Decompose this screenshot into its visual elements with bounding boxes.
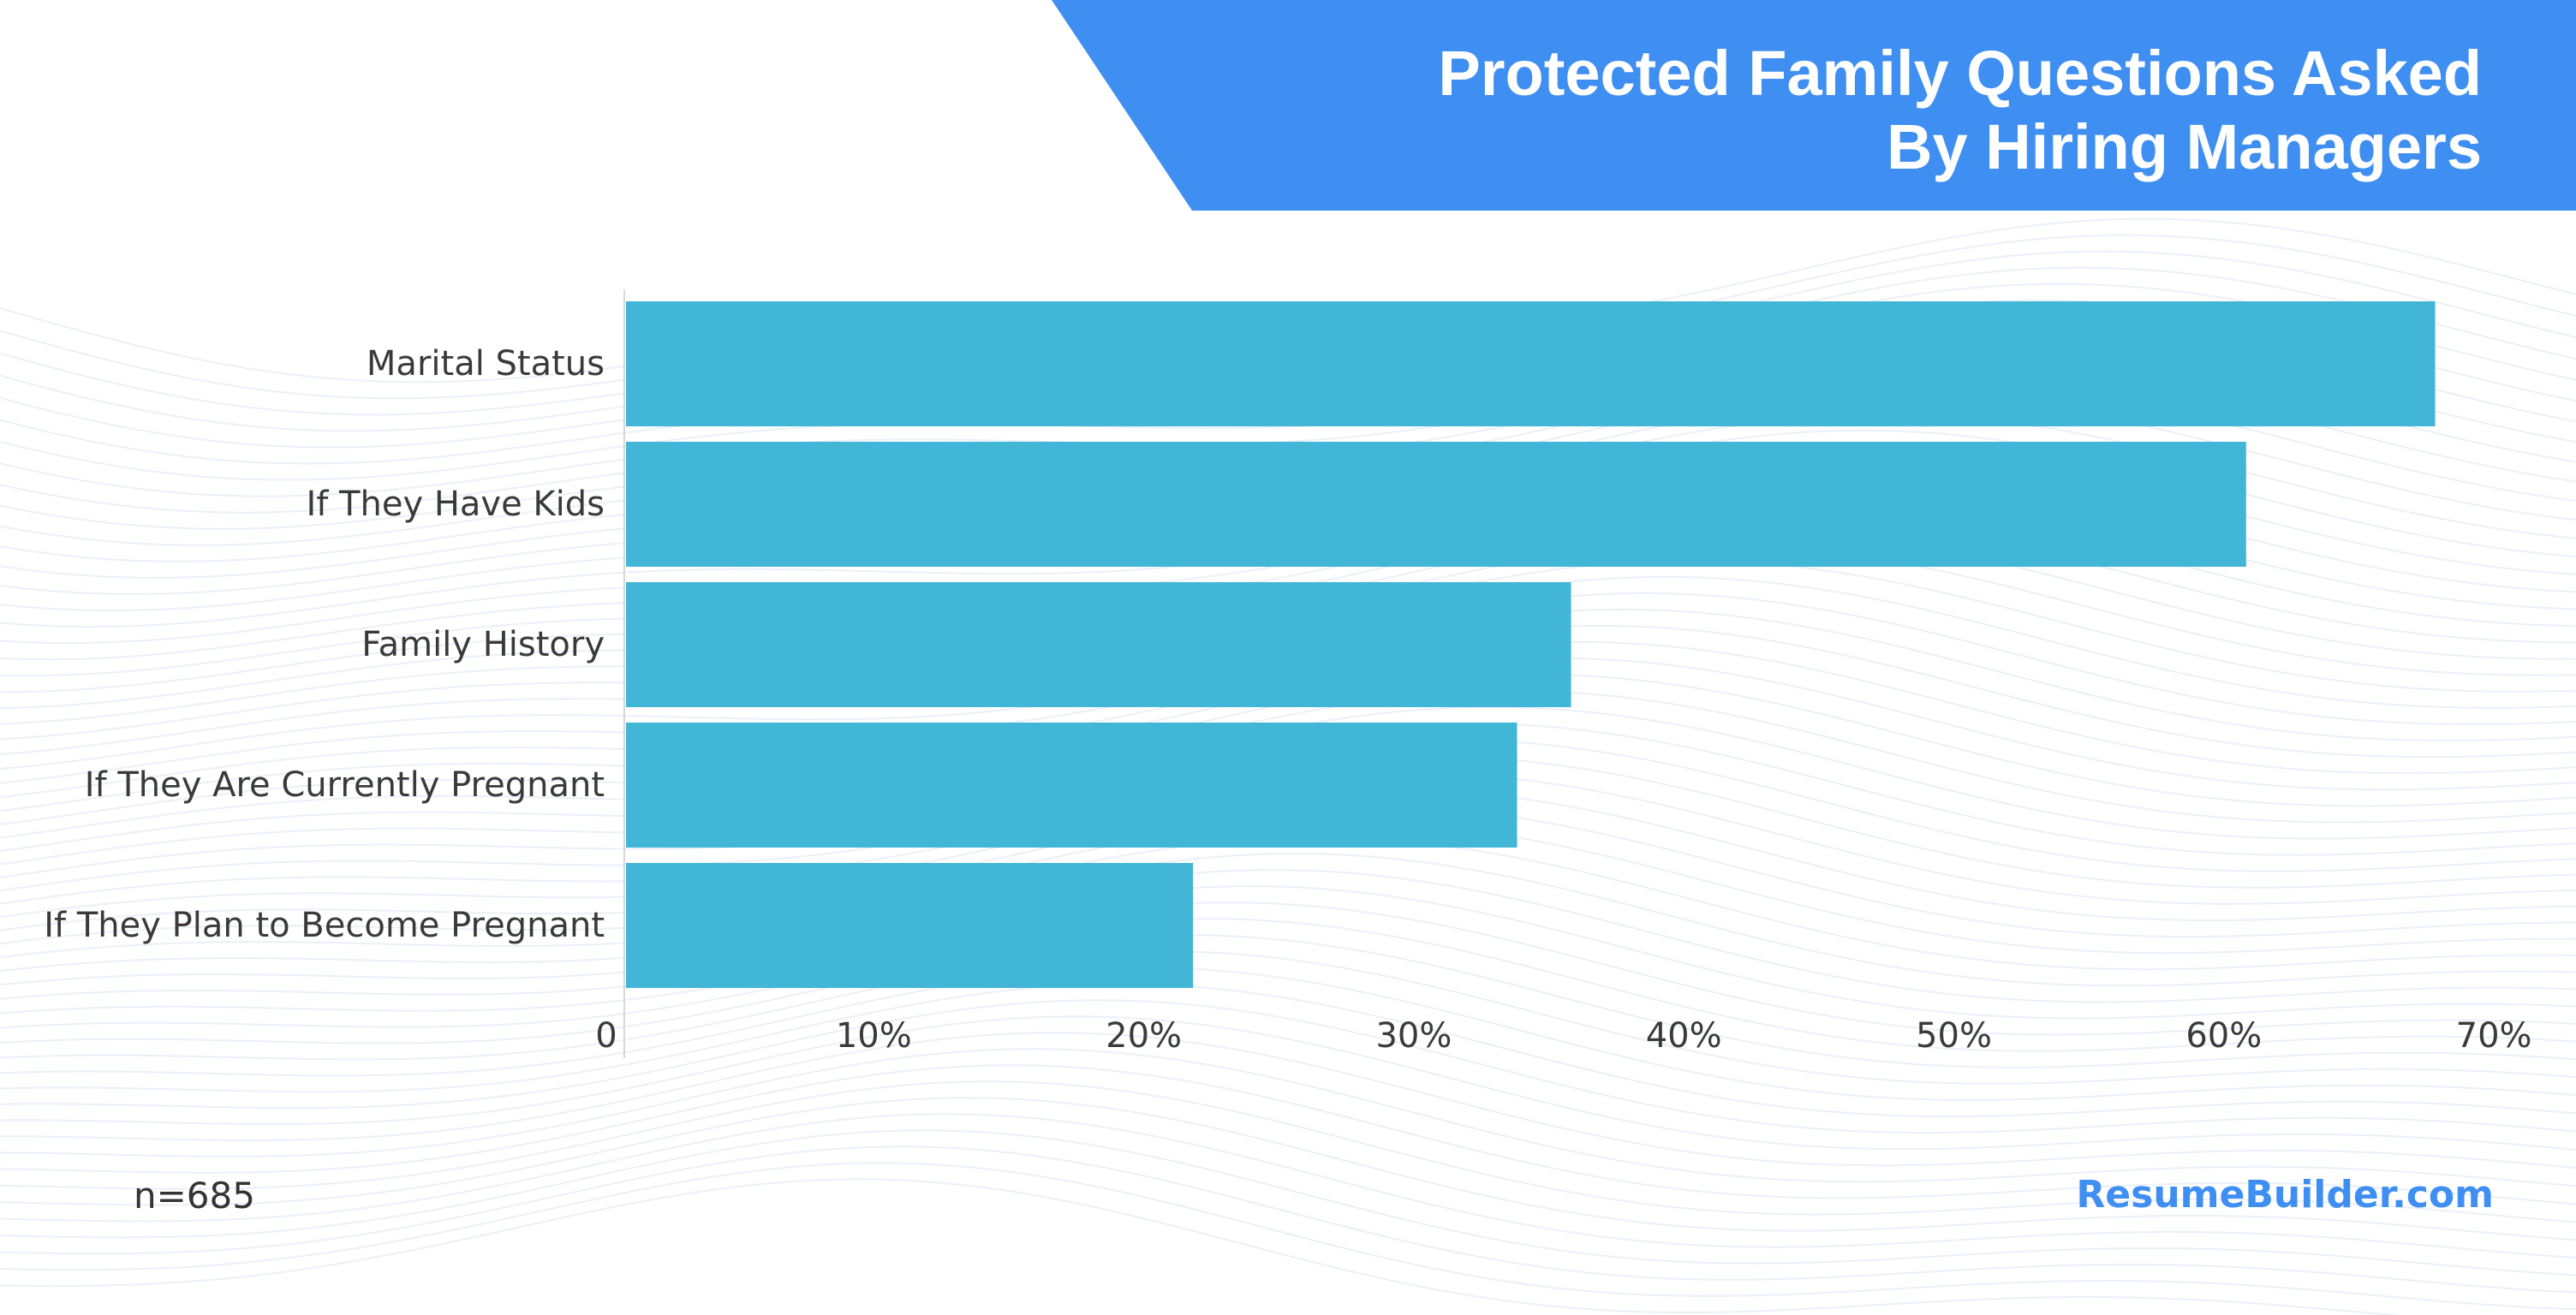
chart-title-line-1: Protected Family Questions Asked: [1438, 38, 2482, 109]
x-tick-label: 50%: [1916, 1016, 1992, 1056]
category-label: If They Have Kids: [306, 485, 605, 524]
x-tick-label: 20%: [1106, 1016, 1182, 1056]
x-tick-label: 30%: [1375, 1016, 1452, 1056]
wave-line: [0, 1162, 2576, 1311]
wave-line: [0, 1113, 2576, 1258]
wave-line: [0, 999, 2576, 1134]
wave-line: [0, 1032, 2576, 1169]
bar: [626, 442, 2246, 567]
x-tick-label: 70%: [2456, 1016, 2532, 1056]
chart-title-line-2: By Hiring Managers: [1887, 111, 2482, 182]
wave-line: [0, 934, 2576, 1068]
wave-line: [0, 1015, 2576, 1151]
x-tick-label: 0: [595, 1016, 617, 1056]
sample-size-note: n=685: [134, 1175, 255, 1217]
wave-line: [0, 1129, 2576, 1276]
wave-line: [0, 689, 2576, 839]
wave-line: [0, 885, 2576, 1020]
x-tick-label: 60%: [2185, 1016, 2262, 1056]
banner-shape: [1052, 0, 2576, 211]
category-label: Family History: [361, 625, 605, 664]
brand-link[interactable]: ResumeBuilder.com: [2076, 1173, 2494, 1217]
wave-line: [0, 1048, 2576, 1187]
bar: [626, 863, 1194, 988]
category-label: If They Are Currently Pregnant: [85, 765, 605, 805]
wave-line: [0, 853, 2576, 987]
bar: [626, 723, 1518, 848]
wave-line: [0, 1097, 2576, 1241]
wave-line: [0, 901, 2576, 1036]
x-tick-label: 10%: [836, 1016, 912, 1056]
wave-line: [0, 1064, 2576, 1205]
wave-line: [0, 1145, 2576, 1294]
wave-line: [0, 869, 2576, 1003]
x-tick-label: 40%: [1646, 1016, 1722, 1056]
wave-line: [0, 1178, 2402, 1315]
category-label: Marital Status: [367, 344, 605, 384]
wave-line: [0, 967, 2576, 1101]
bar: [626, 582, 1571, 707]
wave-line: [0, 1080, 2576, 1223]
wave-line: [0, 950, 2576, 1085]
wave-line: [0, 918, 2576, 1052]
category-label: If They Plan to Become Pregnant: [44, 906, 605, 945]
wave-line: [0, 983, 2576, 1118]
title-banner: [1052, 0, 2576, 211]
bar: [626, 301, 2436, 426]
